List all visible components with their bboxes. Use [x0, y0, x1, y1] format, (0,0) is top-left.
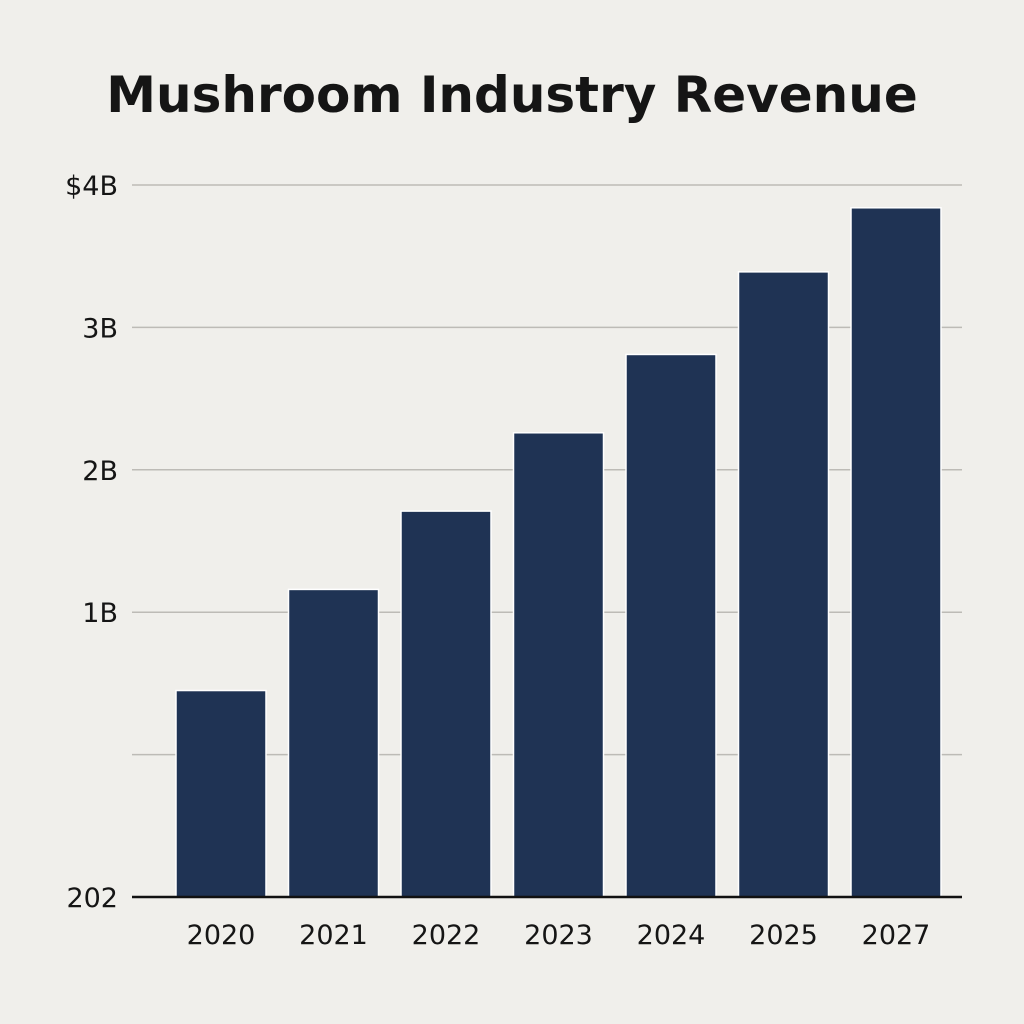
bar-2023 — [512, 432, 605, 898]
chart-title: Mushroom Industry Revenue — [106, 66, 918, 124]
y-tick-label: 202 — [66, 883, 118, 914]
bar-2027 — [850, 207, 942, 898]
bar-2020 — [175, 689, 267, 898]
bar-2024 — [625, 353, 717, 898]
x-tick-label: 2022 — [412, 920, 481, 951]
x-tick-label: 2023 — [524, 920, 593, 951]
y-tick-label: 2B — [82, 456, 118, 487]
y-tick-label: 1B — [82, 598, 118, 629]
x-tick-label: 2021 — [299, 920, 368, 951]
x-tick-label: 2020 — [187, 920, 256, 951]
bar-2021 — [287, 588, 380, 898]
x-tick-label: 2024 — [637, 920, 706, 951]
y-tick-label: $4B — [65, 171, 118, 202]
bar-2022 — [400, 510, 492, 898]
y-tick-label: 3B — [82, 313, 118, 344]
x-tick-label: 2025 — [749, 920, 818, 951]
bar-2025 — [737, 271, 830, 898]
x-tick-label: 2027 — [862, 920, 931, 951]
